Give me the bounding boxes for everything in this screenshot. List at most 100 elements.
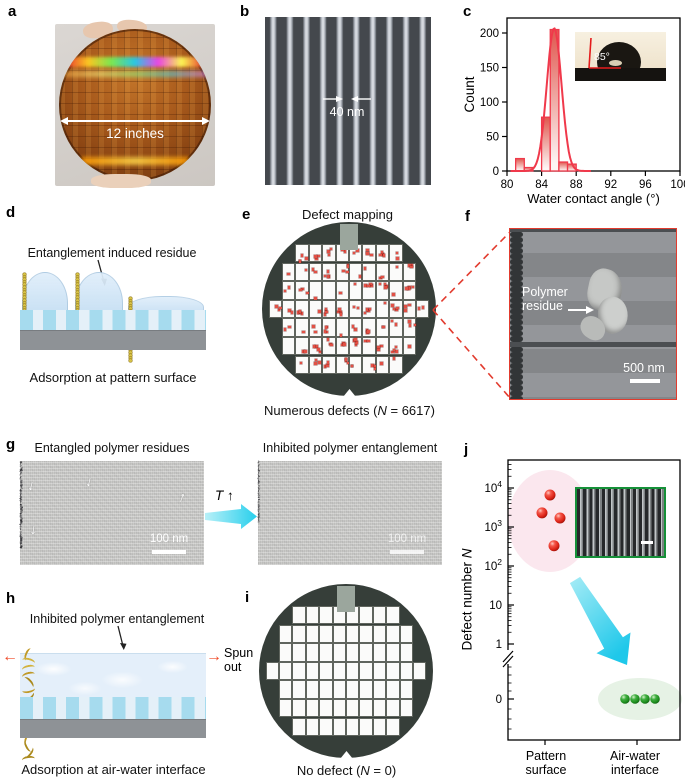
spun-line1: Spun xyxy=(224,646,254,660)
defect-dot xyxy=(354,338,357,341)
wafer-flat-marker xyxy=(337,586,355,612)
polymer-cluster-dot xyxy=(129,354,132,357)
defect-dot xyxy=(404,305,407,309)
wafer-die xyxy=(359,680,373,699)
defect-dot xyxy=(305,291,309,295)
sem-hole xyxy=(510,363,523,369)
defect-dot xyxy=(301,287,304,291)
sem-hole xyxy=(510,330,523,336)
wafer-die xyxy=(319,661,333,681)
defect-dot xyxy=(324,307,328,311)
wafer-die xyxy=(346,661,360,681)
sem-hole xyxy=(510,281,523,287)
defect-dot xyxy=(380,250,384,254)
sem-hole xyxy=(510,308,523,314)
defect-dot xyxy=(337,310,340,314)
defect-dot xyxy=(377,348,380,351)
defect-dot xyxy=(305,257,308,260)
dimension-arrow xyxy=(60,117,210,125)
arrowhead-left-icon xyxy=(60,117,68,125)
defect-dot xyxy=(314,358,318,362)
wafer-die xyxy=(386,624,400,644)
sem-hole xyxy=(510,346,523,352)
defect-dot xyxy=(352,339,356,342)
defect-dot xyxy=(298,310,302,314)
defect-dot xyxy=(326,275,330,278)
wafer-notch xyxy=(343,389,356,397)
defect-dot xyxy=(363,311,367,315)
panel-label-b: b xyxy=(240,3,250,20)
wafer-die xyxy=(402,336,416,356)
defect-dot xyxy=(365,331,369,334)
wafer-die xyxy=(399,661,413,681)
wafer-die xyxy=(375,262,390,282)
wafer-die xyxy=(402,318,417,337)
substrate xyxy=(20,719,206,738)
defect-dot xyxy=(326,361,330,364)
defect-dot xyxy=(368,307,372,311)
panel-label-f: f xyxy=(465,208,470,225)
svg-text:80: 80 xyxy=(501,179,514,191)
defect-dot xyxy=(341,343,344,347)
defect-dot xyxy=(346,265,350,268)
sem-image-defect: Polymer residue 500 nm xyxy=(509,228,677,400)
wafer-die xyxy=(362,355,377,375)
wafer-die xyxy=(265,661,279,681)
wafer-die xyxy=(386,680,400,699)
spun-out-arrow-left-icon: ← xyxy=(2,648,18,665)
wafer-die xyxy=(372,661,387,681)
wafer-die xyxy=(322,318,336,337)
tem-image-inhibited: 100 nm xyxy=(257,460,442,565)
polymer-cluster-dot xyxy=(76,278,79,281)
wafer-die xyxy=(282,318,296,337)
wafer-die xyxy=(305,643,320,662)
defect-dot xyxy=(346,264,350,267)
defect-dot xyxy=(323,330,327,333)
wafer-die xyxy=(389,318,403,337)
defect-dot xyxy=(410,264,414,267)
wafer-die xyxy=(322,355,336,375)
panel-label-e: e xyxy=(242,206,251,223)
defect-dot xyxy=(323,365,327,368)
g-right-title: Inhibited polymer entanglement xyxy=(262,441,438,455)
e-title: Defect mapping xyxy=(301,207,394,222)
defect-dot xyxy=(390,319,394,323)
defect-dot xyxy=(296,311,300,314)
defect-dot xyxy=(344,358,348,361)
wafer-die xyxy=(349,355,363,375)
defect-dot xyxy=(383,282,387,286)
defect-dot xyxy=(317,347,320,351)
defect-dot xyxy=(366,284,370,288)
wafer-die xyxy=(359,698,373,718)
defect-dot xyxy=(277,308,281,312)
g-right-scalebar-label: 100 nm xyxy=(387,533,427,545)
polymer-cluster-dot xyxy=(76,304,79,307)
wafer-die xyxy=(282,336,296,356)
defect-dot xyxy=(300,253,304,257)
cat2-line1: Air-water xyxy=(609,749,660,763)
wafer-map-clean xyxy=(259,584,433,759)
g-left-title: Entangled polymer residues xyxy=(34,441,190,455)
defect-dot xyxy=(408,303,411,307)
panel-label-g: g xyxy=(6,436,16,453)
wafer-die xyxy=(389,336,403,356)
defect-dot xyxy=(380,344,383,348)
e-caption-var: N xyxy=(377,403,387,418)
defect-dot xyxy=(395,308,398,312)
polymer-cluster-dot xyxy=(129,359,132,362)
defect-dot xyxy=(327,275,331,278)
panel-label-h: h xyxy=(6,590,16,607)
wafer-die xyxy=(346,624,360,644)
wafer-die xyxy=(332,643,346,662)
up-arrow-icon: ↑ xyxy=(227,488,234,503)
annotation-arrow-icon xyxy=(117,625,127,650)
inset-scalebar xyxy=(641,541,653,544)
d-title: Entanglement induced residue xyxy=(27,246,197,260)
e-caption: Numerous defects (N = 6617) xyxy=(252,403,447,418)
defect-dot xyxy=(288,325,291,329)
svg-text:100: 100 xyxy=(480,97,499,109)
sem-hole xyxy=(510,374,523,380)
sem-hole xyxy=(510,390,523,396)
